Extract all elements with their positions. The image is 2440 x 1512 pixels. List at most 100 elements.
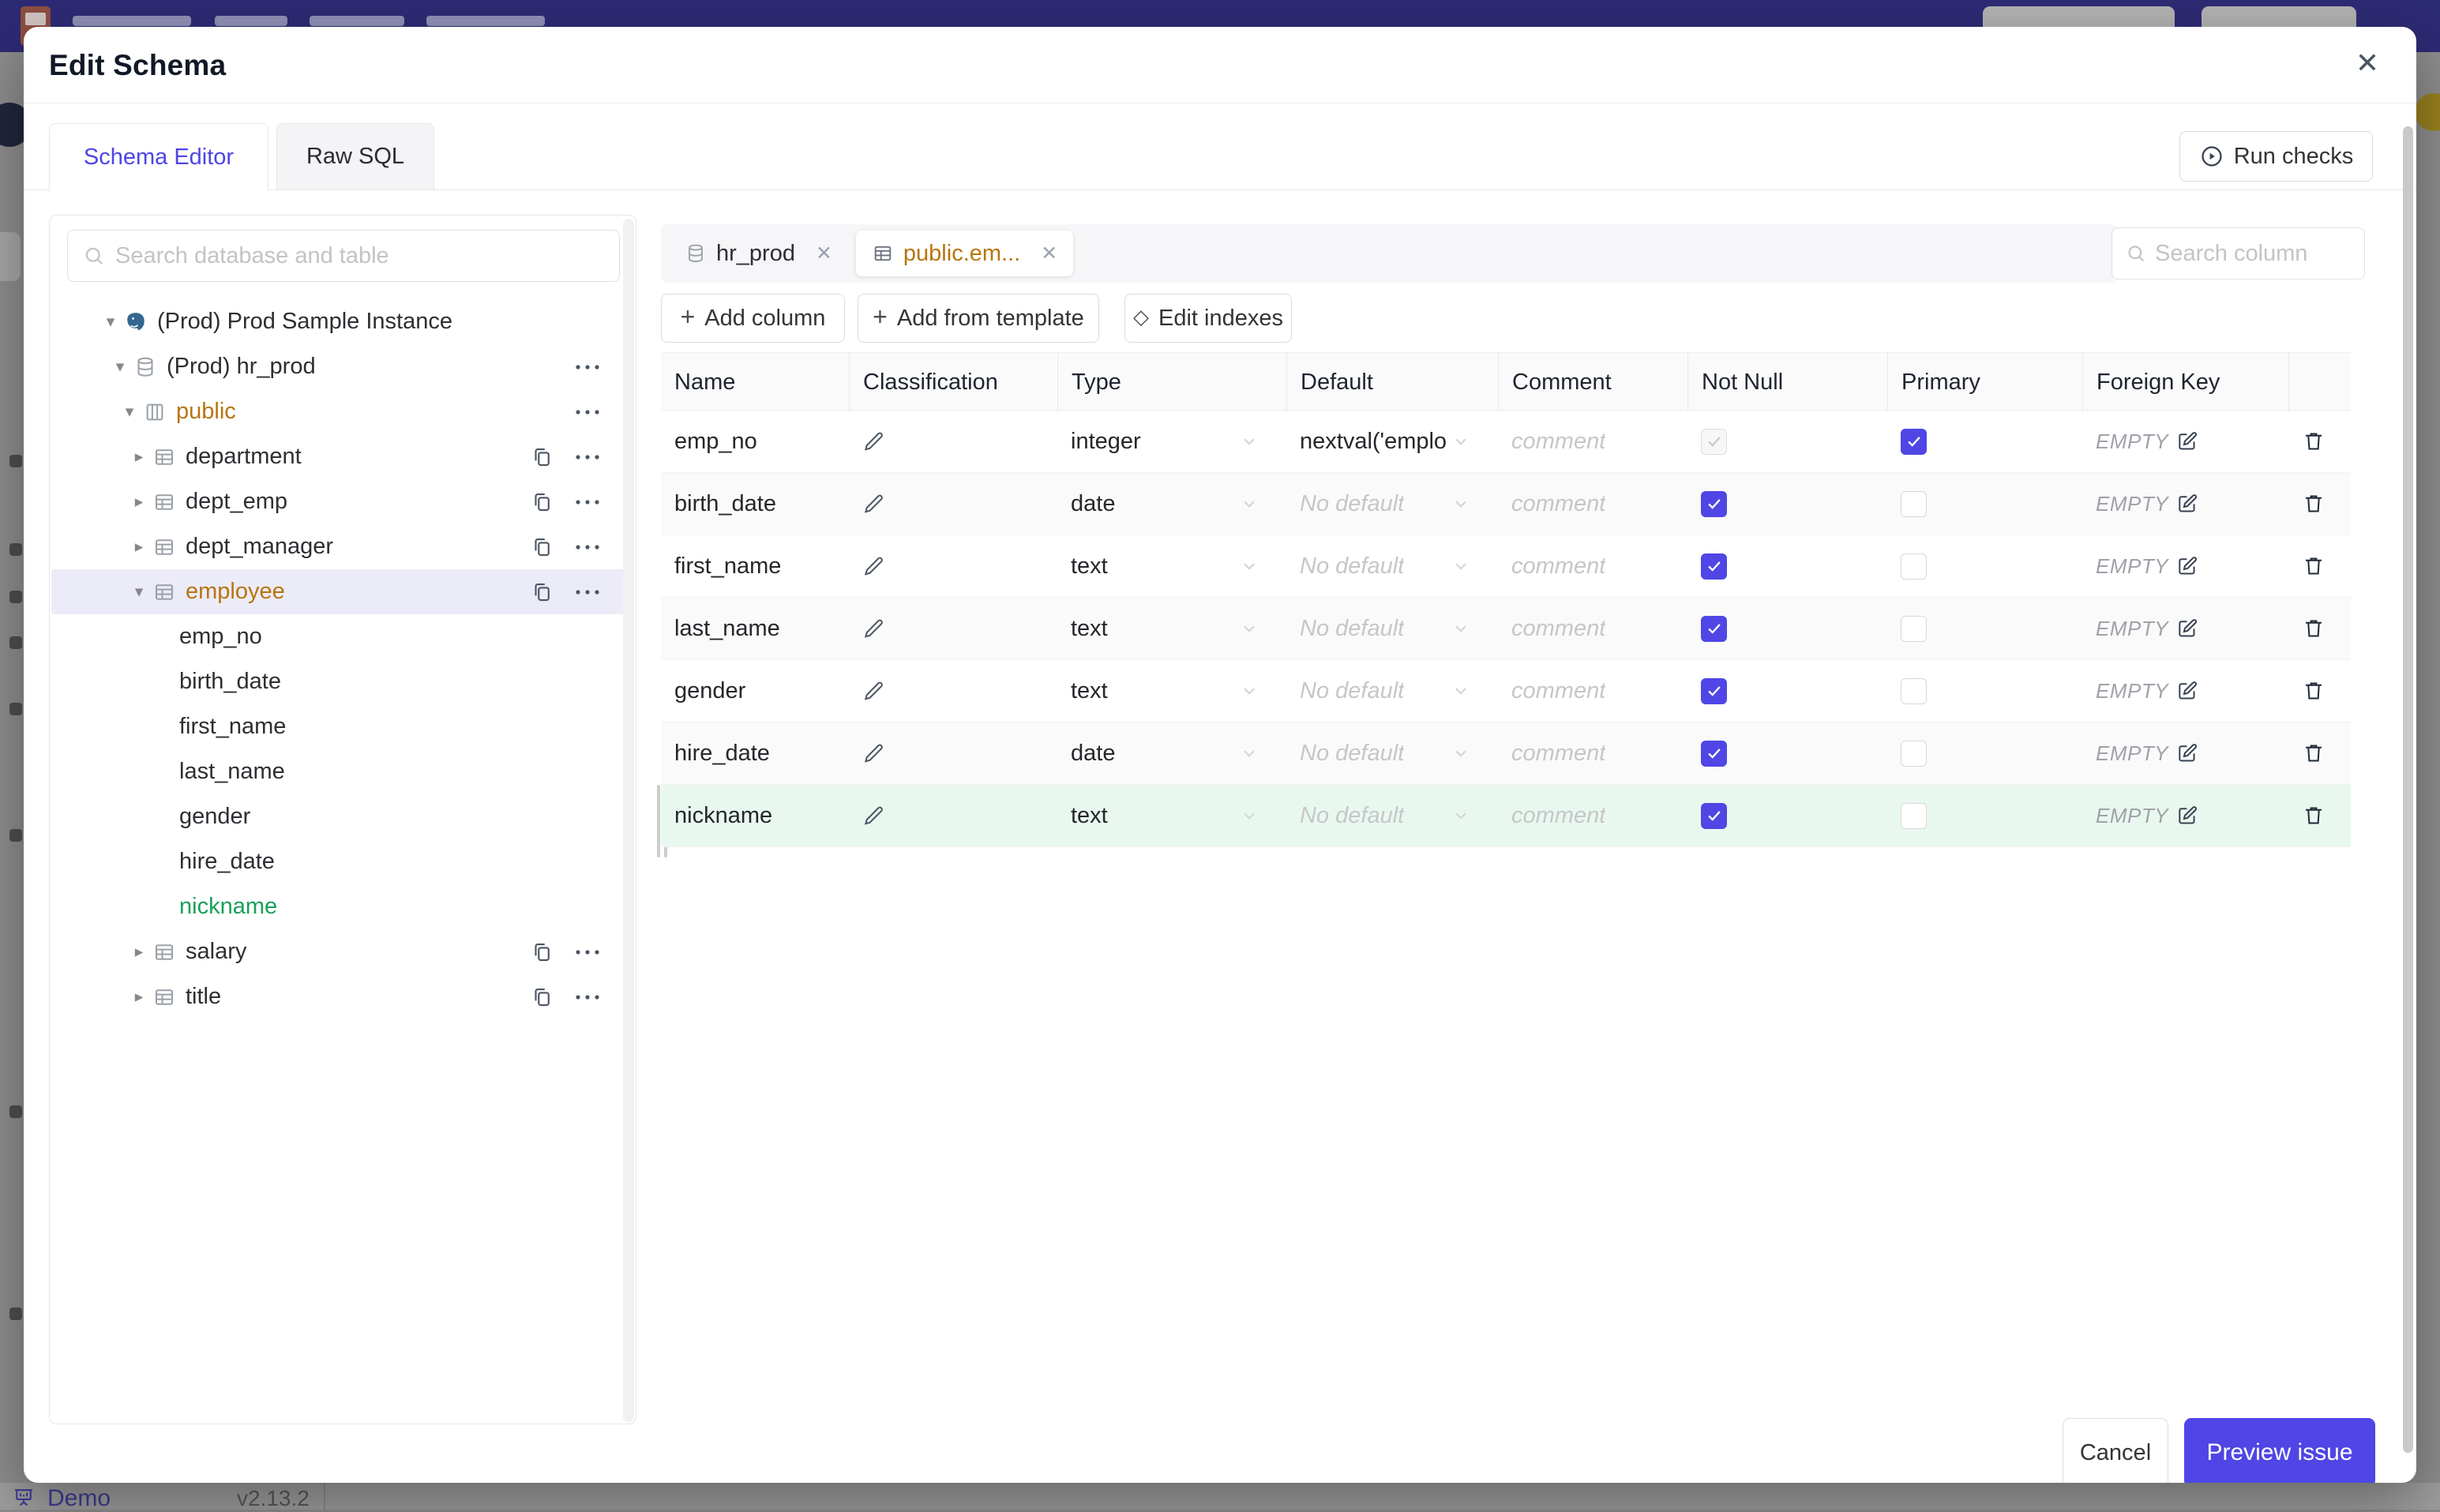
caret-right-icon[interactable]: ▸ <box>134 448 144 466</box>
more-actions-icon[interactable] <box>574 991 601 1004</box>
tree-item-column-birth_date[interactable]: birth_date <box>51 659 625 704</box>
column-name[interactable]: birth_date <box>674 490 776 516</box>
add-column-button[interactable]: + Add column <box>661 294 845 343</box>
comment-input[interactable]: comment <box>1511 553 1606 579</box>
primary-checkbox[interactable] <box>1901 490 1927 517</box>
classification-edit-icon[interactable] <box>862 741 886 765</box>
primary-checkbox[interactable] <box>1901 615 1927 642</box>
column-name[interactable]: gender <box>674 677 746 703</box>
copy-icon[interactable] <box>530 535 554 559</box>
copy-icon[interactable] <box>530 580 554 604</box>
cancel-button[interactable]: Cancel <box>2063 1418 2168 1483</box>
tree-item-table-salary[interactable]: ▸ salary <box>51 929 625 974</box>
classification-edit-icon[interactable] <box>862 430 886 453</box>
run-checks-button[interactable]: Run checks <box>2179 131 2373 182</box>
caret-right-icon[interactable]: ▸ <box>134 538 144 556</box>
tree-search-input[interactable] <box>115 242 605 269</box>
classification-edit-icon[interactable] <box>862 492 886 516</box>
edit-foreign-key-icon[interactable] <box>2176 617 2198 640</box>
comment-input[interactable]: comment <box>1511 490 1606 516</box>
default-select[interactable]: No default <box>1286 678 1498 704</box>
primary-checkbox[interactable] <box>1901 553 1927 580</box>
delete-column-icon[interactable] <box>2302 804 2326 827</box>
classification-edit-icon[interactable] <box>862 804 886 827</box>
more-actions-icon[interactable] <box>574 451 601 463</box>
comment-input[interactable]: comment <box>1511 740 1606 766</box>
comment-input[interactable]: comment <box>1511 677 1606 703</box>
tree-item-column-emp_no[interactable]: emp_no <box>51 614 625 659</box>
tree-item-table-dept_manager[interactable]: ▸ dept_manager <box>51 524 625 569</box>
type-select[interactable]: text <box>1057 553 1286 580</box>
add-from-template-button[interactable]: + Add from template <box>858 294 1099 343</box>
more-actions-icon[interactable] <box>574 541 601 553</box>
tree-item-table-department[interactable]: ▸ department <box>51 434 625 479</box>
default-select[interactable]: No default <box>1286 616 1498 642</box>
comment-input[interactable]: comment <box>1511 428 1606 454</box>
edit-foreign-key-icon[interactable] <box>2176 742 2198 764</box>
tree-item-instance[interactable]: ▾ (Prod) Prod Sample Instance <box>51 299 625 344</box>
copy-icon[interactable] <box>530 940 554 964</box>
type-select[interactable]: integer <box>1057 429 1286 455</box>
more-actions-icon[interactable] <box>574 946 601 959</box>
not-null-checkbox[interactable] <box>1701 490 1727 517</box>
classification-edit-icon[interactable] <box>862 617 886 640</box>
column-search-input[interactable] <box>2155 240 2337 267</box>
classification-edit-icon[interactable] <box>862 679 886 703</box>
primary-checkbox[interactable] <box>1901 677 1927 704</box>
tree-item-column-last_name[interactable]: last_name <box>51 749 625 794</box>
more-actions-icon[interactable] <box>574 586 601 598</box>
not-null-checkbox[interactable] <box>1701 553 1727 580</box>
type-select[interactable]: text <box>1057 803 1286 829</box>
classification-edit-icon[interactable] <box>862 554 886 578</box>
column-name[interactable]: nickname <box>674 802 773 828</box>
tree-item-schema-public[interactable]: ▾ public <box>51 389 625 434</box>
tab-chip-public-employee[interactable]: public.em... ✕ <box>855 231 1074 276</box>
default-select[interactable]: No default <box>1286 553 1498 580</box>
type-select[interactable]: date <box>1057 741 1286 767</box>
comment-input[interactable]: comment <box>1511 802 1606 828</box>
edit-foreign-key-icon[interactable] <box>2176 805 2198 827</box>
caret-down-icon[interactable]: ▾ <box>125 403 134 421</box>
copy-icon[interactable] <box>530 445 554 469</box>
column-name[interactable]: emp_no <box>674 428 757 454</box>
caret-down-icon[interactable]: ▾ <box>115 358 125 376</box>
delete-column-icon[interactable] <box>2302 741 2326 765</box>
column-name[interactable]: first_name <box>674 553 782 579</box>
not-null-checkbox[interactable] <box>1701 740 1727 767</box>
tree-item-column-first_name[interactable]: first_name <box>51 704 625 749</box>
primary-checkbox[interactable] <box>1901 802 1927 829</box>
type-select[interactable]: date <box>1057 491 1286 517</box>
default-select[interactable]: No default <box>1286 741 1498 767</box>
default-select[interactable]: nextval('employ <box>1286 429 1498 455</box>
not-null-checkbox[interactable] <box>1701 677 1727 704</box>
copy-icon[interactable] <box>530 985 554 1009</box>
close-icon[interactable]: ✕ <box>2355 47 2380 79</box>
tree-item-column-gender[interactable]: gender <box>51 794 625 839</box>
edit-indexes-button[interactable]: ◇ Edit indexes <box>1124 294 1292 343</box>
default-select[interactable]: No default <box>1286 491 1498 517</box>
tree-item-table-employee[interactable]: ▾ employee <box>51 569 625 614</box>
edit-foreign-key-icon[interactable] <box>2176 680 2198 702</box>
caret-down-icon[interactable]: ▾ <box>134 583 144 601</box>
not-null-checkbox[interactable] <box>1701 615 1727 642</box>
tree-scrollbar[interactable] <box>623 219 634 1422</box>
tab-raw-sql[interactable]: Raw SQL <box>276 123 434 190</box>
dialog-scrollbar[interactable] <box>2403 126 2413 1453</box>
primary-checkbox[interactable] <box>1901 428 1927 455</box>
type-select[interactable]: text <box>1057 678 1286 704</box>
preview-issue-button[interactable]: Preview issue <box>2184 1418 2375 1483</box>
caret-down-icon[interactable]: ▾ <box>106 313 115 331</box>
column-name[interactable]: hire_date <box>674 740 770 766</box>
tree-item-table-dept_emp[interactable]: ▸ dept_emp <box>51 479 625 524</box>
edit-foreign-key-icon[interactable] <box>2176 430 2198 452</box>
type-select[interactable]: text <box>1057 616 1286 642</box>
delete-column-icon[interactable] <box>2302 679 2326 703</box>
comment-input[interactable]: comment <box>1511 615 1606 641</box>
tree-item-table-title[interactable]: ▸ title <box>51 974 625 1019</box>
close-icon[interactable]: ✕ <box>815 242 832 265</box>
default-select[interactable]: No default <box>1286 803 1498 829</box>
more-actions-icon[interactable] <box>574 406 601 418</box>
delete-column-icon[interactable] <box>2302 430 2326 453</box>
primary-checkbox[interactable] <box>1901 740 1927 767</box>
tree-item-database[interactable]: ▾ (Prod) hr_prod <box>51 344 625 389</box>
